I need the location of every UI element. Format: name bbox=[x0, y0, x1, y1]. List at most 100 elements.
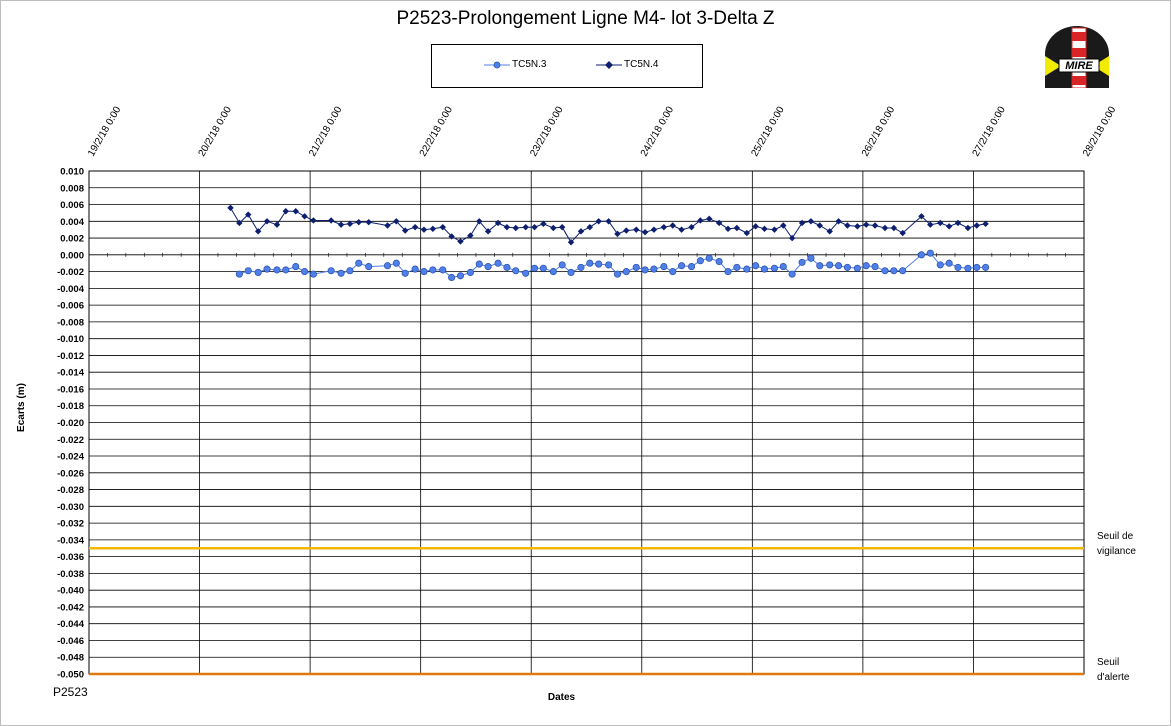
data-point bbox=[614, 230, 621, 238]
x-tick-label: 25/2/18 0:00 bbox=[749, 104, 787, 158]
data-point bbox=[522, 269, 530, 277]
data-point bbox=[355, 218, 362, 226]
data-point bbox=[420, 226, 428, 233]
data-point bbox=[235, 270, 243, 278]
data-point bbox=[881, 224, 889, 232]
data-point bbox=[844, 222, 851, 229]
data-point bbox=[899, 267, 907, 275]
y-tick-label: -0.024 bbox=[57, 452, 85, 463]
y-tick-label: 0.000 bbox=[60, 250, 84, 261]
y-tick-label: -0.006 bbox=[57, 301, 84, 312]
data-point bbox=[522, 223, 529, 231]
data-point bbox=[531, 223, 538, 231]
data-point bbox=[982, 220, 989, 228]
data-point bbox=[752, 262, 760, 270]
data-point bbox=[605, 261, 613, 269]
data-point bbox=[292, 208, 299, 215]
data-point bbox=[558, 223, 566, 231]
data-point bbox=[365, 218, 372, 226]
chart-title: P2523-Prolongement Ligne M4- lot 3-Delta… bbox=[396, 8, 775, 29]
data-point bbox=[254, 228, 262, 235]
y-tick-label: -0.042 bbox=[57, 602, 84, 613]
x-tick-label: 26/2/18 0:00 bbox=[860, 104, 898, 158]
data-point bbox=[244, 267, 252, 275]
y-tick-label: 0.002 bbox=[60, 234, 84, 245]
data-point bbox=[733, 263, 741, 271]
threshold-vigilance-line1: Seuil de bbox=[1097, 531, 1134, 543]
data-point bbox=[890, 267, 898, 275]
data-point bbox=[954, 219, 962, 227]
data-point bbox=[743, 229, 751, 237]
data-point bbox=[760, 265, 769, 273]
legend-marker-tc5n3 bbox=[493, 61, 501, 69]
data-point bbox=[484, 263, 492, 271]
x-tick-label: 24/2/18 0:00 bbox=[639, 104, 677, 158]
data-point bbox=[503, 263, 511, 271]
y-tick-label: -0.010 bbox=[57, 334, 84, 345]
data-point bbox=[467, 232, 474, 239]
y-tick-label: -0.044 bbox=[57, 619, 85, 630]
data-point bbox=[945, 223, 953, 230]
x-tick-label: 22/2/18 0:00 bbox=[418, 104, 456, 158]
y-tick-label: -0.026 bbox=[57, 468, 84, 479]
y-tick-label: 0.006 bbox=[60, 200, 84, 211]
data-point bbox=[936, 261, 944, 269]
data-point bbox=[890, 224, 898, 232]
y-tick-label: -0.020 bbox=[57, 418, 84, 429]
legend-marker-tc5n4 bbox=[605, 61, 613, 69]
y-tick-label: 0.004 bbox=[60, 217, 84, 228]
data-point bbox=[337, 221, 345, 228]
data-point bbox=[623, 227, 630, 234]
data-point bbox=[798, 219, 806, 227]
data-point bbox=[273, 266, 281, 274]
data-point bbox=[926, 249, 934, 257]
data-point bbox=[853, 264, 861, 272]
data-point bbox=[843, 263, 851, 271]
data-point bbox=[273, 221, 281, 228]
data-point bbox=[346, 220, 354, 228]
data-point bbox=[282, 266, 290, 274]
data-point bbox=[346, 267, 354, 275]
x-tick-label: 23/2/18 0:00 bbox=[528, 104, 566, 158]
data-point bbox=[292, 263, 300, 271]
data-point bbox=[383, 262, 392, 270]
data-point bbox=[761, 225, 768, 233]
data-point bbox=[697, 217, 704, 224]
data-point bbox=[310, 217, 317, 224]
data-point bbox=[586, 223, 594, 231]
x-axis-label: Dates bbox=[548, 692, 576, 703]
y-tick-label: -0.036 bbox=[57, 552, 84, 563]
data-point bbox=[798, 258, 806, 266]
y-tick-label: -0.030 bbox=[57, 502, 84, 513]
y-axis-label: Ecarts (m) bbox=[16, 383, 27, 432]
data-point bbox=[448, 233, 455, 240]
data-point bbox=[512, 267, 520, 275]
data-point bbox=[327, 267, 335, 275]
data-point bbox=[715, 219, 723, 227]
data-point bbox=[641, 266, 649, 274]
data-point bbox=[954, 263, 962, 271]
data-point bbox=[539, 264, 547, 272]
threshold-vigilance-line2: vigilance bbox=[1097, 546, 1136, 558]
data-point bbox=[613, 270, 622, 278]
x-tick-label: 21/2/18 0:00 bbox=[307, 104, 345, 158]
data-point bbox=[779, 263, 787, 271]
data-point bbox=[301, 213, 308, 220]
data-point bbox=[429, 225, 437, 233]
data-point bbox=[540, 220, 547, 228]
data-point bbox=[743, 265, 751, 273]
y-tick-label: -0.018 bbox=[57, 401, 84, 412]
source-label: P2523 bbox=[53, 685, 88, 699]
data-point bbox=[558, 261, 566, 269]
data-point bbox=[512, 224, 519, 232]
data-point bbox=[263, 265, 271, 273]
x-tick-label: 19/2/18 0:00 bbox=[86, 104, 124, 158]
legend: TC5N.3 TC5N.4 bbox=[431, 44, 703, 88]
x-tick-label: 28/2/18 0:00 bbox=[1081, 104, 1119, 158]
data-point bbox=[871, 263, 879, 271]
legend-label-tc5n4: TC5N.4 bbox=[624, 59, 659, 70]
y-tick-label: -0.034 bbox=[57, 535, 85, 546]
mire-logo: MIRE bbox=[1043, 26, 1111, 88]
data-point bbox=[862, 262, 870, 270]
